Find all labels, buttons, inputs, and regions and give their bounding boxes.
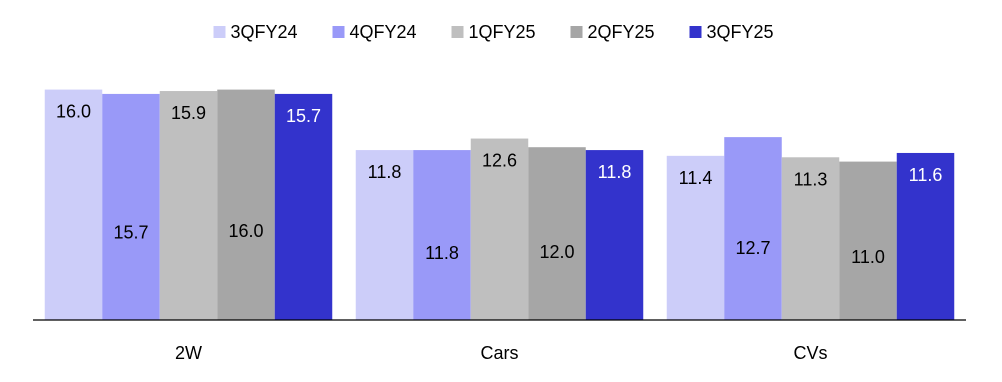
bar-3QFY24-CVs <box>666 155 725 320</box>
data-label-3QFY24-Cars: 11.8 <box>368 162 402 182</box>
bar-4QFY24-Cars <box>413 150 471 320</box>
bar-2QFY25-Cars <box>528 147 586 320</box>
legend-label-2QFY25: 2QFY25 <box>588 22 655 42</box>
bar-3QFY24-2W <box>44 89 103 320</box>
bar-1QFY25-2W <box>159 91 218 320</box>
legend-swatch-3QFY25 <box>689 26 702 38</box>
data-label-3QFY24-2W: 16.0 <box>56 102 91 122</box>
data-label-3QFY25-Cars: 11.8 <box>598 162 632 182</box>
legend-swatch-3QFY24 <box>213 26 226 38</box>
legend-label-3QFY25: 3QFY25 <box>707 22 774 42</box>
data-label-2QFY25-CVs: 11.0 <box>851 247 885 267</box>
legend-label-1QFY25: 1QFY25 <box>469 22 536 42</box>
bar-2QFY25-2W <box>217 89 275 320</box>
data-label-2QFY25-Cars: 12.0 <box>539 242 574 262</box>
bar-3QFY24-Cars <box>355 150 414 320</box>
x-tick-label-Cars: Cars <box>480 343 518 363</box>
bar-3QFY25-2W <box>274 93 333 320</box>
bar-3QFY25-CVs <box>896 152 955 320</box>
legend: 3QFY24 4QFY24 1QFY25 2QFY25 3QFY25 <box>213 22 774 42</box>
bar-1QFY25-CVs <box>781 157 840 320</box>
data-label-4QFY24-Cars: 11.8 <box>425 243 459 263</box>
legend-swatch-1QFY25 <box>451 26 464 38</box>
data-label-4QFY24-CVs: 12.7 <box>735 238 770 258</box>
data-label-3QFY24-CVs: 11.4 <box>679 168 713 188</box>
legend-swatch-4QFY24 <box>332 26 345 38</box>
bar-4QFY24-2W <box>102 93 160 320</box>
data-label-3QFY25-2W: 15.7 <box>286 106 321 126</box>
x-axis-tick-labels: 2W Cars CVs <box>175 343 828 363</box>
data-label-1QFY25-CVs: 11.3 <box>794 169 828 189</box>
data-label-1QFY25-Cars: 12.6 <box>482 151 517 171</box>
bar-4QFY24-CVs <box>724 137 782 320</box>
legend-label-3QFY24: 3QFY24 <box>231 22 298 42</box>
data-label-1QFY25-2W: 15.9 <box>171 103 206 123</box>
data-label-4QFY24-2W: 15.7 <box>113 223 148 243</box>
x-tick-label-2W: 2W <box>175 343 202 363</box>
legend-label-4QFY24: 4QFY24 <box>350 22 417 42</box>
data-label-3QFY25-CVs: 11.6 <box>909 165 943 185</box>
legend-swatch-2QFY25 <box>570 26 583 38</box>
bar-2QFY25-CVs <box>839 161 897 320</box>
bar-3QFY25-Cars <box>585 150 644 320</box>
data-label-2QFY25-2W: 16.0 <box>228 221 263 241</box>
x-tick-label-CVs: CVs <box>793 343 827 363</box>
plot-area: 16.0 15.7 15.9 16.0 15.7 11.8 11.8 12.6 12.0 11.8… <box>44 89 955 320</box>
bar-1QFY25-Cars <box>470 138 529 320</box>
